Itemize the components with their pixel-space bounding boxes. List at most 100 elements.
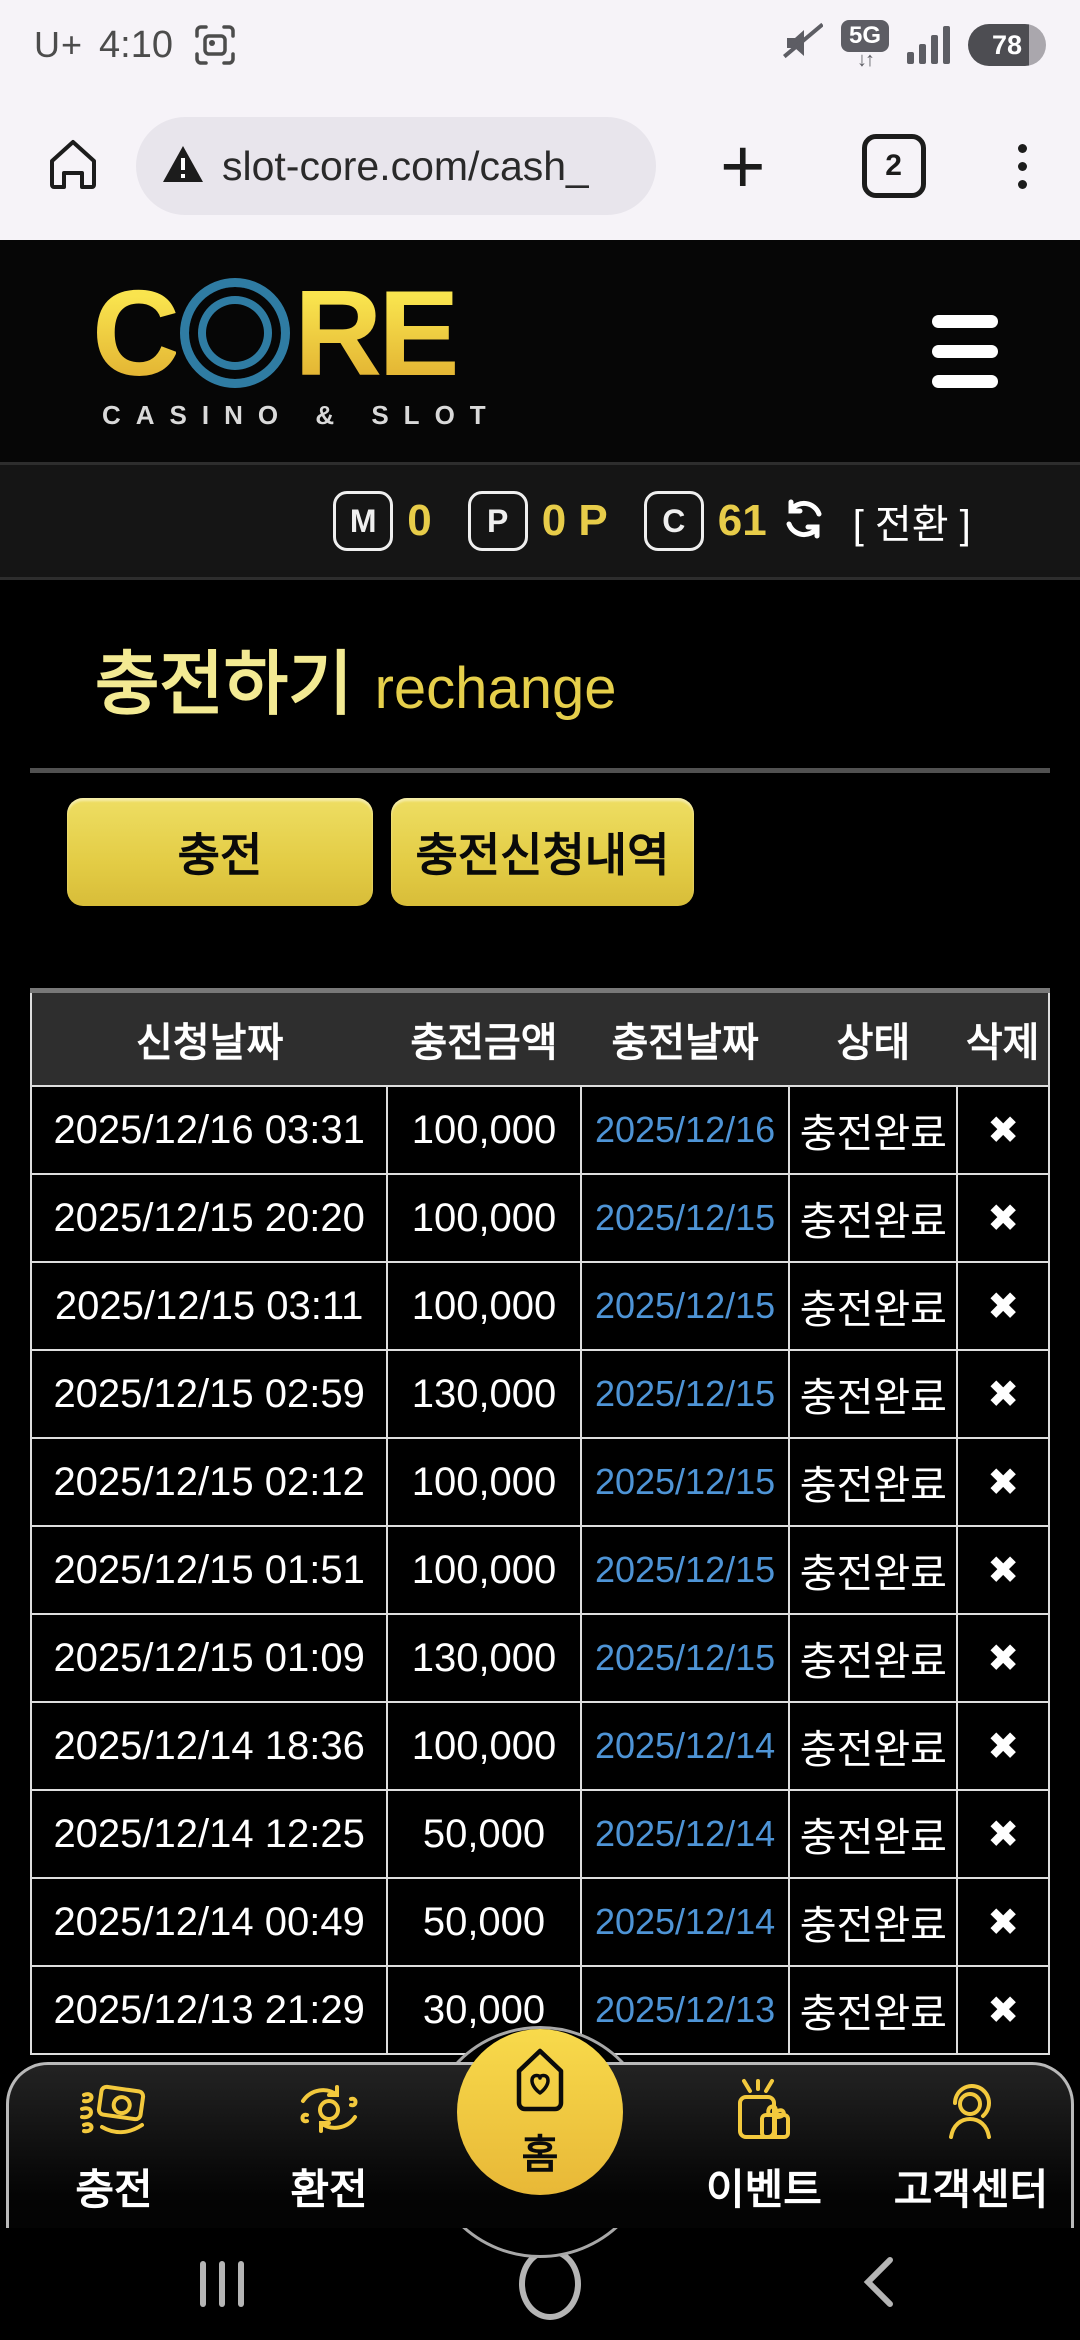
table-row: 2025/12/15 02:59 130,000 2025/12/15 충전완료… (29, 1349, 1050, 1439)
logo-letters-re: RE (294, 264, 459, 401)
delete-row-button[interactable]: ✖ (956, 1613, 1050, 1703)
tab-switcher-button[interactable]: 2 (861, 134, 926, 198)
charge-date-link[interactable]: 2025/12/16 (579, 1085, 791, 1175)
browser-menu-button[interactable] (1017, 143, 1027, 189)
recharge-history-button[interactable]: 충전신청내역 (391, 798, 694, 906)
request-datetime-cell: 2025/12/15 20:20 (29, 1173, 389, 1263)
charge-date-link[interactable]: 2025/12/15 (579, 1525, 791, 1615)
screen-capture-icon (193, 23, 237, 67)
col-header-charge-date: 충전날짜 (580, 990, 790, 1086)
site-logo[interactable]: C RE CASINO & SLOT (92, 272, 501, 431)
charge-date-link[interactable]: 2025/12/15 (579, 1261, 791, 1351)
nav-item-exchange[interactable]: 환전 (229, 2077, 429, 2217)
nav-item-support[interactable]: 고객센터 (871, 2077, 1071, 2217)
delete-row-button[interactable]: ✖ (956, 1349, 1050, 1439)
point-balance: 0 P (541, 496, 608, 545)
nav-label: 환전 (290, 2166, 368, 2213)
table-row: 2025/12/14 18:36 100,000 2025/12/14 충전완료… (29, 1701, 1050, 1791)
money-balance: 0 (407, 496, 432, 545)
amount-cell: 100,000 (386, 1173, 582, 1263)
page-subtitle: rechange (374, 656, 617, 721)
delete-row-button[interactable]: ✖ (956, 1085, 1050, 1175)
col-header-amount: 충전금액 (387, 990, 581, 1086)
amount-cell: 130,000 (386, 1349, 582, 1439)
recharge-button[interactable]: 충전 (67, 798, 373, 906)
amount-cell: 100,000 (386, 1437, 582, 1527)
home-button[interactable] (44, 135, 102, 198)
url-bar[interactable]: slot-core.com/cash_ (136, 117, 656, 215)
logo-letter-c: C (92, 264, 180, 401)
table-row: 2025/12/15 02:12 100,000 2025/12/15 충전완료… (29, 1437, 1050, 1527)
hamburger-menu-button[interactable] (932, 314, 998, 388)
table-row: 2025/12/15 03:11 100,000 2025/12/15 충전완료… (29, 1261, 1050, 1351)
request-datetime-cell: 2025/12/13 21:29 (29, 1965, 389, 2055)
request-datetime-cell: 2025/12/16 03:31 (29, 1085, 389, 1175)
recharge-history-table: 신청날짜 충전금액 충전날짜 상태 삭제 2025/12/16 03:31 10… (29, 988, 1050, 2055)
charge-date-link[interactable]: 2025/12/14 (579, 1877, 791, 1967)
convert-link[interactable]: [ 전환 ] (852, 503, 971, 547)
cash-coin-icon: C (643, 491, 704, 551)
nav-label: 이벤트 (706, 2166, 822, 2213)
amount-cell: 50,000 (386, 1789, 582, 1879)
delete-row-button[interactable]: ✖ (956, 1525, 1050, 1615)
table-row: 2025/12/15 01:09 130,000 2025/12/15 충전완료… (29, 1613, 1050, 1703)
mute-icon (781, 22, 824, 69)
refresh-icon[interactable] (781, 496, 827, 547)
exchange-icon (293, 2077, 365, 2148)
nav-label: 고객센터 (893, 2166, 1049, 2213)
amount-cell: 130,000 (386, 1613, 582, 1703)
request-datetime-cell: 2025/12/15 02:59 (29, 1349, 389, 1439)
table-row: 2025/12/15 20:20 100,000 2025/12/15 충전완료… (29, 1173, 1050, 1263)
insecure-warning-icon (162, 144, 204, 189)
delete-row-button[interactable]: ✖ (956, 1173, 1050, 1263)
request-datetime-cell: 2025/12/14 12:25 (29, 1789, 389, 1879)
money-coin-icon: M (333, 491, 394, 551)
delete-row-button[interactable]: ✖ (956, 1261, 1050, 1351)
logo-subtitle: CASINO & SLOT (102, 399, 501, 430)
charge-date-link[interactable]: 2025/12/14 (579, 1701, 791, 1791)
nav-item-recharge[interactable]: 충전 (14, 2077, 214, 2217)
charge-date-link[interactable]: 2025/12/13 (579, 1965, 791, 2055)
signal-strength-icon (907, 26, 950, 64)
request-datetime-cell: 2025/12/15 02:12 (29, 1437, 389, 1527)
delete-row-button[interactable]: ✖ (956, 1701, 1050, 1791)
customer-support-icon (935, 2077, 1007, 2148)
amount-cell: 50,000 (386, 1877, 582, 1967)
charge-date-link[interactable]: 2025/12/15 (579, 1173, 791, 1263)
col-header-status: 상태 (789, 990, 958, 1086)
charge-date-link[interactable]: 2025/12/15 (579, 1437, 791, 1527)
carrier-label: U+ (34, 24, 84, 65)
page-title: 충전하기 (95, 645, 353, 723)
status-cell: 충전완료 (788, 1789, 959, 1879)
android-home-button[interactable] (519, 2248, 581, 2320)
table-row: 2025/12/15 01:51 100,000 2025/12/15 충전완료… (29, 1525, 1050, 1615)
nav-item-home[interactable]: 홈 (457, 2029, 623, 2195)
delete-row-button[interactable]: ✖ (956, 1877, 1050, 1967)
table-row: 2025/12/14 12:25 50,000 2025/12/14 충전완료 … (29, 1789, 1050, 1879)
delete-row-button[interactable]: ✖ (956, 1789, 1050, 1879)
logo-ring-icon (180, 277, 291, 388)
table-row: 2025/12/14 00:49 50,000 2025/12/14 충전완료 … (29, 1877, 1050, 1967)
status-cell: 충전완료 (788, 1173, 959, 1263)
amount-cell: 100,000 (386, 1261, 582, 1351)
amount-cell: 100,000 (386, 1525, 582, 1615)
back-button[interactable] (856, 2254, 900, 2315)
top-chrome: U+ 4:10 5G ↓↑ 78 (0, 0, 1080, 240)
status-cell: 충전완료 (788, 1261, 959, 1351)
request-datetime-cell: 2025/12/14 00:49 (29, 1877, 389, 1967)
table-row: 2025/12/16 03:31 100,000 2025/12/16 충전완료… (29, 1085, 1050, 1175)
status-clock: 4:10 (99, 23, 173, 66)
charge-date-link[interactable]: 2025/12/15 (579, 1613, 791, 1703)
status-cell: 충전완료 (788, 1085, 959, 1175)
gift-icon (728, 2077, 800, 2148)
charge-date-link[interactable]: 2025/12/15 (579, 1349, 791, 1439)
status-cell: 충전완료 (788, 1965, 959, 2055)
request-datetime-cell: 2025/12/15 01:09 (29, 1613, 389, 1703)
nav-label-home: 홈 (521, 2132, 559, 2177)
recent-apps-button[interactable] (200, 2261, 244, 2307)
browser-toolbar: slot-core.com/cash_ + 2 (0, 92, 1080, 240)
nav-item-events[interactable]: 이벤트 (664, 2077, 864, 2217)
delete-row-button[interactable]: ✖ (956, 1965, 1050, 2055)
delete-row-button[interactable]: ✖ (956, 1437, 1050, 1527)
charge-date-link[interactable]: 2025/12/14 (579, 1789, 791, 1879)
